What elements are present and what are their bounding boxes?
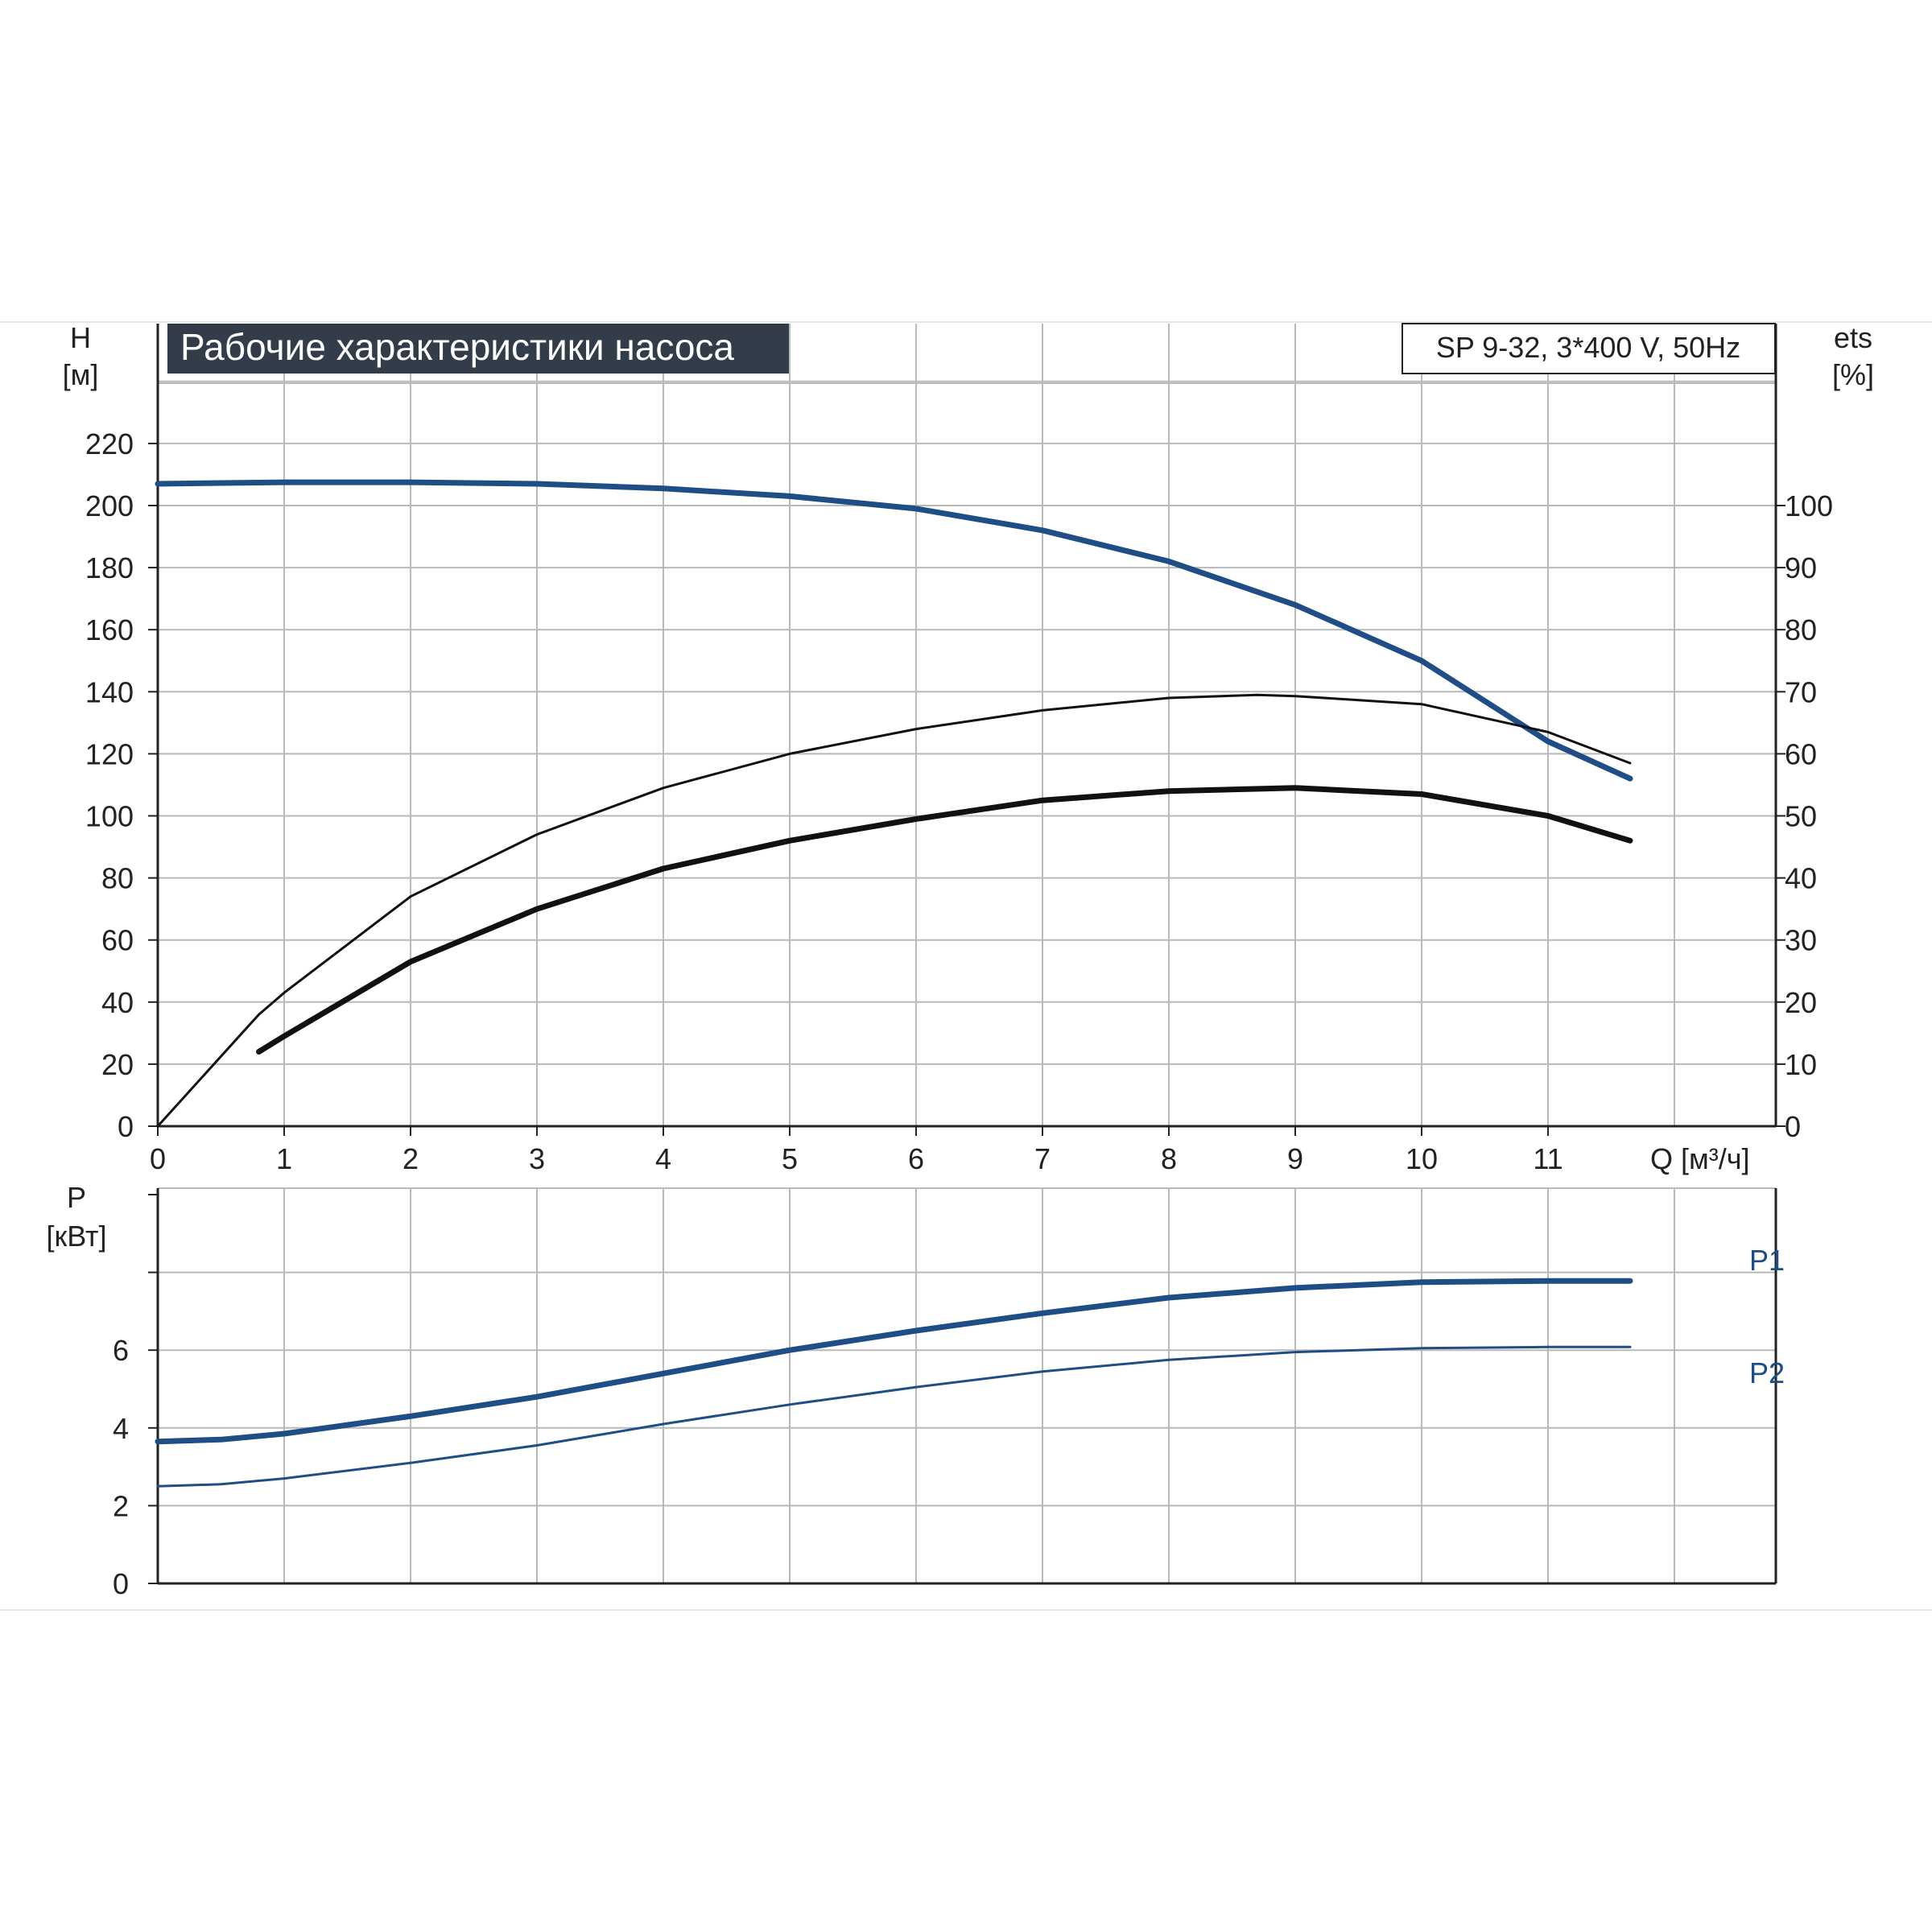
left-tick-label: 180 bbox=[85, 551, 134, 584]
model-label-box bbox=[1402, 323, 1776, 374]
power-tick-label: 6 bbox=[113, 1334, 129, 1367]
left-axis-label: H bbox=[70, 321, 91, 354]
series-label-p1: P1 bbox=[1749, 1244, 1785, 1277]
x-tick-label: 0 bbox=[150, 1142, 166, 1175]
top-series-group bbox=[155, 479, 1633, 1128]
left-axis-unit: [м] bbox=[63, 358, 99, 391]
right-tick-label: 60 bbox=[1785, 737, 1817, 770]
chart-title: Рабочие характеристики насоса bbox=[180, 326, 734, 368]
left-tick-label: 100 bbox=[85, 800, 134, 833]
bottom-plot-frame bbox=[156, 1188, 1777, 1585]
title-banner bbox=[167, 324, 789, 374]
power-axis-unit: [кВт] bbox=[46, 1220, 106, 1253]
top-gridlines bbox=[158, 324, 1776, 1126]
left-tick-label: 40 bbox=[101, 986, 134, 1019]
left-tick-label: 160 bbox=[85, 613, 134, 646]
power-tick-label: 4 bbox=[113, 1412, 129, 1445]
x-tick-label: 7 bbox=[1034, 1142, 1051, 1175]
x-tick-label: 2 bbox=[402, 1142, 419, 1175]
x-tick-label: 6 bbox=[908, 1142, 924, 1175]
x-tick-label: 9 bbox=[1287, 1142, 1303, 1175]
left-tick-label: 200 bbox=[85, 489, 134, 522]
right-tick-label: 20 bbox=[1785, 986, 1817, 1019]
right-tick-label: 50 bbox=[1785, 800, 1817, 833]
top-plot-frame bbox=[156, 324, 1777, 1128]
left-tick-label: 220 bbox=[85, 427, 134, 460]
x-tick-label: 3 bbox=[529, 1142, 545, 1175]
right-axis-label: ets bbox=[1834, 321, 1872, 354]
p1-curve bbox=[155, 1278, 1633, 1445]
p2-curve bbox=[156, 1345, 1632, 1488]
x-tick-label: 4 bbox=[655, 1142, 671, 1175]
left-tick-label: 140 bbox=[85, 675, 134, 708]
x-tick-label: 10 bbox=[1406, 1142, 1438, 1175]
x-tick-label: 5 bbox=[782, 1142, 798, 1175]
right-tick-label: 80 bbox=[1785, 613, 1817, 646]
left-tick-label: 20 bbox=[101, 1048, 134, 1081]
right-tick-label: 100 bbox=[1785, 489, 1833, 522]
left-tick-label: 120 bbox=[85, 737, 134, 770]
efficiency-curve-thin bbox=[156, 693, 1632, 1128]
bottom-gridlines bbox=[158, 1187, 1776, 1583]
power-axis-label: P bbox=[67, 1181, 86, 1214]
right-tick-label: 30 bbox=[1785, 924, 1817, 957]
right-axis-unit: [%] bbox=[1832, 358, 1874, 391]
x-tick-label: 8 bbox=[1161, 1142, 1177, 1175]
right-tick-label: 90 bbox=[1785, 551, 1817, 584]
x-axis-label: Q [м³/ч] bbox=[1650, 1142, 1750, 1175]
right-tick-label: 10 bbox=[1785, 1048, 1817, 1081]
bottom-axis-ticks: 0 2 4 6 bbox=[113, 1194, 158, 1600]
left-tick-label: 60 bbox=[101, 924, 134, 957]
left-tick-label: 0 bbox=[118, 1110, 134, 1143]
right-tick-label: 0 bbox=[1785, 1110, 1801, 1143]
power-tick-label: 0 bbox=[113, 1567, 129, 1600]
right-tick-label: 40 bbox=[1785, 862, 1817, 895]
x-tick-label: 11 bbox=[1533, 1142, 1563, 1175]
power-chart: 0 2 4 6 P [кВт] P1 P2 bbox=[46, 1181, 1785, 1600]
head-efficiency-chart: 0204060801001201401601802002200102030405… bbox=[63, 321, 1874, 1175]
model-label: SP 9-32, 3*400 V, 50Hz bbox=[1436, 331, 1740, 364]
left-tick-label: 80 bbox=[101, 862, 134, 895]
x-tick-label: 1 bbox=[276, 1142, 292, 1175]
right-tick-label: 70 bbox=[1785, 675, 1817, 708]
top-axis-ticks: 0204060801001201401601802002200102030405… bbox=[85, 427, 1833, 1175]
bottom-series-group bbox=[155, 1278, 1633, 1488]
efficiency-curve-thick bbox=[256, 785, 1633, 1055]
head-curve bbox=[155, 479, 1633, 782]
series-label-p2: P2 bbox=[1749, 1356, 1785, 1389]
power-tick-label: 2 bbox=[113, 1489, 129, 1522]
